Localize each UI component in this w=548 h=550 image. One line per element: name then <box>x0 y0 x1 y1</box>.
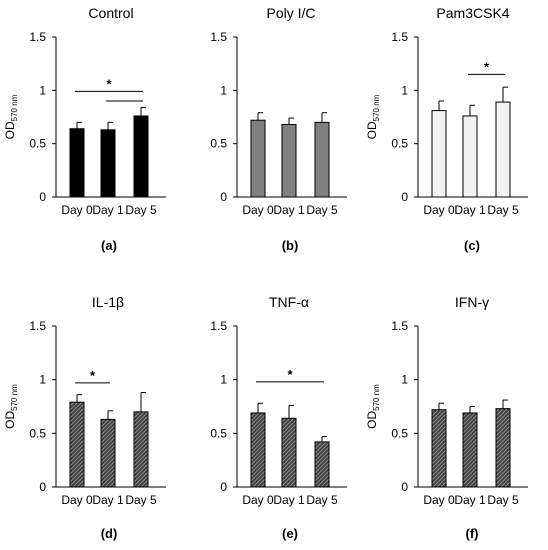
bar <box>69 401 85 488</box>
chart-title: Control <box>88 5 133 21</box>
panel-label: (a) <box>101 238 117 253</box>
bar <box>281 123 297 198</box>
bar <box>314 121 330 198</box>
chart-panel: Control 0 0.5 1 1.5 OD570 nm Day 0 Day 1 Day 5 * (… <box>3 5 166 253</box>
y-tick-label: 1.5 <box>391 30 408 44</box>
bar <box>250 412 266 488</box>
bar <box>314 441 330 488</box>
panel-label: (e) <box>282 526 298 541</box>
bar <box>133 115 149 198</box>
bar <box>462 115 478 198</box>
y-axis-label-main: OD <box>365 411 379 429</box>
y-tick-label: 1.5 <box>29 319 46 333</box>
x-tick-label: Day 0 <box>61 203 93 217</box>
bar <box>69 128 85 198</box>
x-tick-label: Day 1 <box>92 493 124 507</box>
bar <box>133 411 149 488</box>
chart-panel: IFN-γ 0 0.5 1 1.5 OD570 nm Day 0 Day 1 Day 5 (f) <box>365 294 528 541</box>
bar <box>431 409 447 488</box>
x-tick-label: Day 5 <box>125 203 157 217</box>
y-axis-label-main: OD <box>3 411 17 429</box>
x-tick-label: Day 0 <box>423 203 455 217</box>
x-tick-label: Day 0 <box>242 493 274 507</box>
y-tick-label: 0.5 <box>391 137 408 151</box>
x-tick-label: Day 5 <box>306 203 338 217</box>
significance-star: * <box>287 367 293 382</box>
chart-title: IFN-γ <box>455 294 489 310</box>
x-tick-label: Day 1 <box>273 203 305 217</box>
chart-panel: IL-1β 0 0.5 1 1.5 OD570 nm Day 0 Day 1 Day 5 * (d) <box>3 294 166 541</box>
x-tick-label: Day 5 <box>125 493 157 507</box>
panel-label: (f) <box>466 526 479 541</box>
chart-title: Poly I/C <box>266 5 315 21</box>
x-tick-label: Day 0 <box>61 493 93 507</box>
chart-panel: Poly I/C 0 0.5 1 1.5 Day 0 Day 1 Day 5 (b) <box>210 5 347 253</box>
y-tick-label: 0 <box>39 480 46 494</box>
y-tick-label: 0 <box>401 480 408 494</box>
y-tick-label: 0.5 <box>210 137 227 151</box>
y-axis-label-main: OD <box>365 121 379 139</box>
y-axis-label: OD570 nm <box>3 94 19 139</box>
y-tick-label: 0.5 <box>29 137 46 151</box>
chart-panel: Pam3CSK4 0 0.5 1 1.5 OD570 nm Day 0 Day 1 Day 5 *… <box>365 5 528 253</box>
chart-panel: TNF-α 0 0.5 1 1.5 Day 0 Day 1 Day 5 * (e) <box>210 294 347 541</box>
significance-star: * <box>484 59 490 74</box>
x-tick-label: Day 1 <box>273 493 305 507</box>
x-tick-label: Day 5 <box>487 203 519 217</box>
significance-star: * <box>106 76 112 91</box>
y-axis-label-main: OD <box>3 121 17 139</box>
y-tick-label: 0 <box>401 190 408 204</box>
bar <box>281 417 297 488</box>
y-axis-label: OD570 nm <box>365 94 381 139</box>
y-axis-label-sub: 570 nm <box>10 94 19 121</box>
y-axis-label-sub: 570 nm <box>10 384 19 411</box>
y-axis-label-sub: 570 nm <box>372 384 381 411</box>
bar <box>495 408 511 488</box>
panel-label: (b) <box>282 238 299 253</box>
x-tick-label: Day 0 <box>242 203 274 217</box>
x-tick-label: Day 0 <box>423 493 455 507</box>
y-tick-label: 0.5 <box>391 426 408 440</box>
bar <box>495 101 511 198</box>
y-tick-label: 0 <box>220 190 227 204</box>
significance-star: * <box>90 368 96 383</box>
y-tick-label: 1 <box>39 373 46 387</box>
y-tick-label: 1.5 <box>29 30 46 44</box>
y-axis-label-sub: 570 nm <box>372 94 381 121</box>
x-tick-label: Day 1 <box>92 203 124 217</box>
chart-title: Pam3CSK4 <box>436 5 509 21</box>
x-tick-label: Day 5 <box>487 493 519 507</box>
bar <box>431 110 447 198</box>
x-tick-label: Day 5 <box>306 493 338 507</box>
y-tick-label: 0.5 <box>29 426 46 440</box>
y-tick-label: 0 <box>39 190 46 204</box>
panel-label: (c) <box>464 238 480 253</box>
y-tick-label: 1 <box>401 83 408 97</box>
chart-title: IL-1β <box>92 294 124 310</box>
y-tick-label: 1.5 <box>210 30 227 44</box>
bar <box>250 119 266 198</box>
y-tick-label: 0 <box>220 480 227 494</box>
y-tick-label: 0.5 <box>210 426 227 440</box>
y-tick-label: 1.5 <box>391 319 408 333</box>
chart-title: TNF-α <box>269 294 309 310</box>
y-tick-label: 1 <box>220 373 227 387</box>
bar <box>100 129 116 198</box>
y-tick-label: 1.5 <box>210 319 227 333</box>
bar <box>100 418 116 488</box>
x-tick-label: Day 1 <box>454 203 486 217</box>
y-tick-label: 1 <box>39 83 46 97</box>
bar <box>462 412 478 488</box>
x-tick-label: Day 1 <box>454 493 486 507</box>
y-axis-label: OD570 nm <box>3 384 19 429</box>
panel-label: (d) <box>101 526 118 541</box>
y-tick-label: 1 <box>220 83 227 97</box>
y-tick-label: 1 <box>401 373 408 387</box>
y-axis-label: OD570 nm <box>365 384 381 429</box>
